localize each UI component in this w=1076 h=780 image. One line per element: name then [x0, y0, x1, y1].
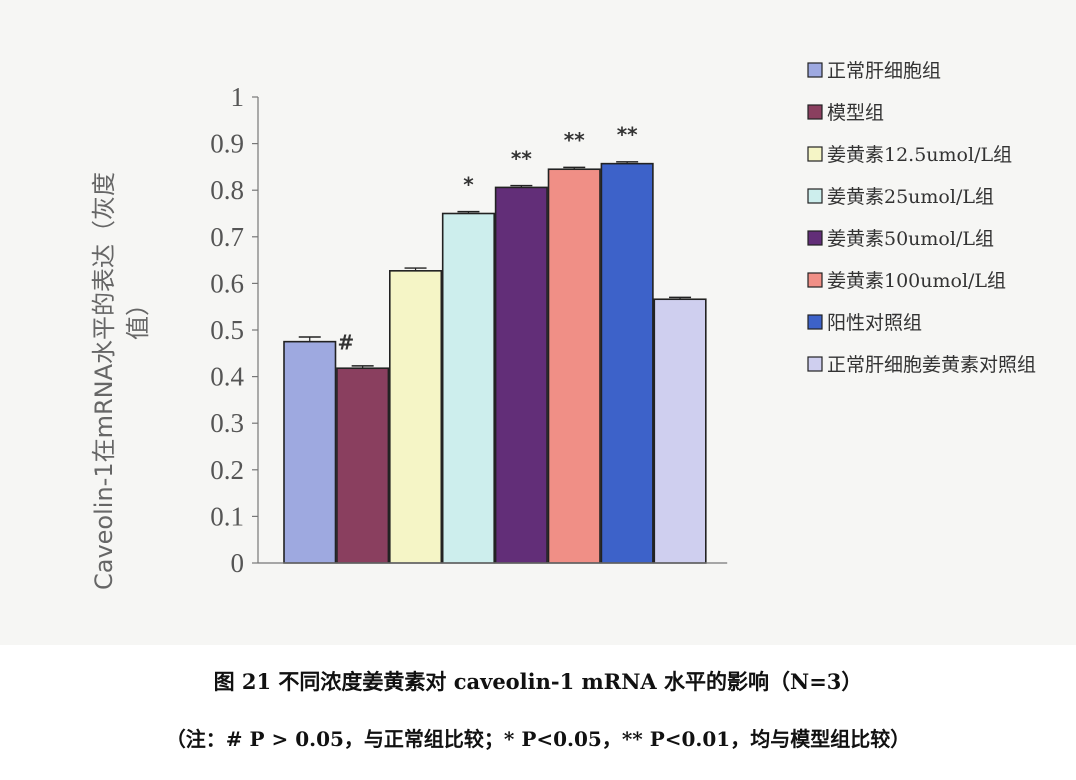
y-tick-label: 0.3 — [210, 408, 244, 438]
y-tick-label: 0.5 — [210, 315, 244, 345]
bar — [441, 212, 496, 564]
y-axis-label: Caveolin-1在mRNA水平的表达（灰度 — [90, 172, 118, 590]
significance-mark: ** — [511, 146, 532, 170]
bar — [547, 168, 601, 564]
legend-label: 模型组 — [827, 102, 884, 124]
legend-label: 正常肝细胞组 — [827, 60, 941, 82]
legend-swatch — [807, 356, 823, 372]
bar — [283, 340, 337, 564]
y-tick-label: 0 — [231, 548, 245, 578]
legend-swatch — [807, 230, 823, 246]
bar — [600, 162, 654, 564]
bar-chart: #***** ** 00.10.20.30.40.50.60.70.80.91 C… — [90, 60, 1036, 590]
bar — [653, 298, 707, 564]
legend-label: 姜黄素25umol/L组 — [827, 186, 994, 208]
legend: 正常肝细胞组模型组姜黄素12.5umol/L组姜黄素25umol/L组姜黄素50… — [807, 60, 1036, 376]
legend-swatch — [807, 272, 823, 288]
y-tick-label: 0.7 — [210, 222, 244, 252]
bar — [336, 367, 390, 564]
significance-mark: ** — [617, 123, 638, 147]
y-tick-label: 0.8 — [210, 175, 244, 205]
y-tick-label: 0.1 — [210, 501, 244, 531]
legend-label: 阳性对照组 — [827, 312, 922, 334]
legend-label: 姜黄素12.5umol/L组 — [827, 144, 1012, 166]
y-tick-label: 0.4 — [210, 362, 244, 392]
bar — [388, 270, 443, 564]
legend-swatch — [807, 62, 823, 78]
legend-swatch — [807, 188, 823, 204]
significance-mark: # — [338, 331, 355, 355]
y-tick-label: 0.2 — [210, 455, 244, 485]
figure-caption: 图 21 不同浓度姜黄素对 caveolin-1 mRNA 水平的影响（N=3） — [213, 669, 863, 694]
y-axis-label-cont: 值） — [124, 292, 152, 340]
legend-swatch — [807, 104, 823, 120]
legend-swatch — [807, 146, 823, 162]
y-tick-label: 1 — [231, 82, 245, 112]
legend-label: 正常肝细胞姜黄素对照组 — [827, 354, 1036, 376]
legend-label: 姜黄素100umol/L组 — [827, 270, 1006, 292]
chart-area: # * ** ** ** 0 0.1 0.2 0.3 0.4 0.5 0.6 0.7 0.8 0.9 1 C… — [0, 0, 1076, 645]
y-tick-label: 0.6 — [210, 268, 244, 298]
legend-swatch — [807, 314, 823, 330]
figure-note: （注：# P > 0.05，与正常组比较；* P<0.05，** P<0.01，… — [165, 727, 911, 751]
bar — [494, 186, 548, 564]
significance-mark: * — [463, 173, 474, 197]
y-tick-label: 0.9 — [210, 129, 244, 159]
legend-label: 姜黄素50umol/L组 — [827, 228, 994, 250]
significance-mark: ** — [564, 128, 585, 152]
